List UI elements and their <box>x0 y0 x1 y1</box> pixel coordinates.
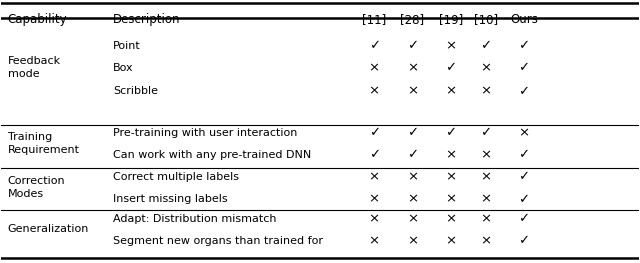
Text: Adapt: Distribution mismatch: Adapt: Distribution mismatch <box>113 214 276 224</box>
Text: ×: × <box>480 148 492 161</box>
Text: ×: × <box>369 212 380 225</box>
Text: ✓: ✓ <box>369 148 380 161</box>
Text: ×: × <box>480 85 492 98</box>
Text: ×: × <box>369 193 380 206</box>
Text: Feedback
mode: Feedback mode <box>8 56 61 79</box>
Text: Scribble: Scribble <box>113 86 158 96</box>
Text: Description: Description <box>113 13 180 26</box>
Text: ×: × <box>480 61 492 74</box>
Text: ×: × <box>445 193 456 206</box>
Text: Box: Box <box>113 63 134 73</box>
Text: Training
Requirement: Training Requirement <box>8 132 80 155</box>
Text: ✓: ✓ <box>518 148 529 161</box>
Text: ✓: ✓ <box>518 170 529 184</box>
Text: ×: × <box>407 61 418 74</box>
Text: ×: × <box>480 234 492 247</box>
Text: Segment new organs than trained for: Segment new organs than trained for <box>113 236 323 246</box>
Text: ×: × <box>407 193 418 206</box>
Text: ✓: ✓ <box>518 85 529 98</box>
Text: ×: × <box>407 234 418 247</box>
Text: ✓: ✓ <box>445 61 456 74</box>
Text: Pre-training with user interaction: Pre-training with user interaction <box>113 128 297 138</box>
Text: [19]: [19] <box>438 13 463 26</box>
Text: [10]: [10] <box>474 13 498 26</box>
Text: ✓: ✓ <box>518 234 529 247</box>
Text: ×: × <box>445 212 456 225</box>
Text: [11]: [11] <box>362 13 387 26</box>
Text: ×: × <box>369 234 380 247</box>
Text: ×: × <box>480 193 492 206</box>
Text: ✓: ✓ <box>518 212 529 225</box>
Text: ×: × <box>407 85 418 98</box>
Text: Capability: Capability <box>8 13 67 26</box>
Text: ×: × <box>445 85 456 98</box>
Text: ✓: ✓ <box>518 193 529 206</box>
Text: Generalization: Generalization <box>8 224 89 234</box>
Text: Can work with any pre-trained DNN: Can work with any pre-trained DNN <box>113 150 311 160</box>
Text: ×: × <box>407 212 418 225</box>
Text: ✓: ✓ <box>369 126 380 139</box>
Text: ✓: ✓ <box>518 61 529 74</box>
Text: Correction
Modes: Correction Modes <box>8 176 65 199</box>
Text: ×: × <box>480 212 492 225</box>
Text: [28]: [28] <box>401 13 424 26</box>
Text: ×: × <box>369 85 380 98</box>
Text: ×: × <box>369 61 380 74</box>
Text: ×: × <box>445 234 456 247</box>
Text: ×: × <box>518 126 529 139</box>
Text: Correct multiple labels: Correct multiple labels <box>113 172 239 182</box>
Text: ✓: ✓ <box>445 126 456 139</box>
Text: ×: × <box>480 170 492 184</box>
Text: ✓: ✓ <box>407 148 418 161</box>
Text: ✓: ✓ <box>480 126 492 139</box>
Text: ×: × <box>407 170 418 184</box>
Text: ✓: ✓ <box>407 126 418 139</box>
Text: ×: × <box>445 39 456 52</box>
Text: ✓: ✓ <box>518 39 529 52</box>
Text: Ours: Ours <box>510 13 538 26</box>
Text: Insert missing labels: Insert missing labels <box>113 194 228 204</box>
Text: ×: × <box>445 170 456 184</box>
Text: Point: Point <box>113 41 141 50</box>
Text: ×: × <box>369 170 380 184</box>
Text: ×: × <box>445 148 456 161</box>
Text: ✓: ✓ <box>407 39 418 52</box>
Text: ✓: ✓ <box>369 39 380 52</box>
Text: ✓: ✓ <box>480 39 492 52</box>
